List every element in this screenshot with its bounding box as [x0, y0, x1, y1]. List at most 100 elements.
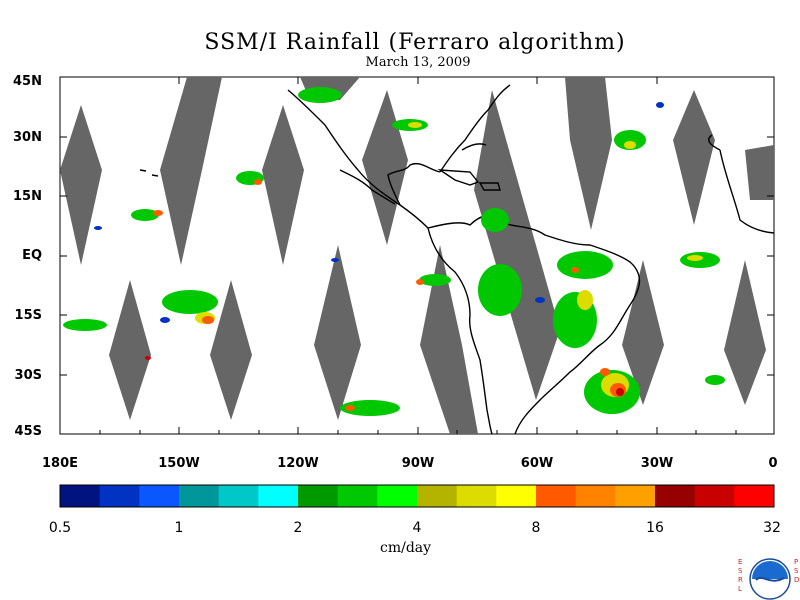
- rain-cell: [298, 87, 342, 103]
- lat-label-45s: 45S: [14, 424, 42, 439]
- rain-cell: [202, 316, 214, 324]
- coastline: [439, 84, 511, 173]
- lat-label-15n: 15N: [13, 189, 42, 204]
- colorbar-frame: [59, 484, 775, 508]
- coastlines: [139, 84, 775, 435]
- swath-gap: [420, 245, 478, 434]
- island-hawaii: [139, 169, 147, 172]
- colorbar-swatch: [179, 485, 220, 507]
- swath-gaps: [60, 77, 774, 434]
- coastline: [461, 143, 487, 151]
- colorbar-swatch: [218, 485, 259, 507]
- map-title: SSM/I Rainfall (Ferraro algorithm): [204, 30, 626, 55]
- swath-gap: [109, 280, 151, 420]
- lon-label-120w: 120W: [277, 456, 319, 471]
- rain-cell: [614, 130, 646, 150]
- colorbar-label: 4: [412, 520, 422, 536]
- rain-very-heavy: [145, 356, 624, 396]
- colorbar-swatch: [298, 485, 339, 507]
- island-cuba: [437, 169, 480, 186]
- colorbar-swatch: [655, 485, 696, 507]
- colorbar-swatch: [615, 485, 656, 507]
- lon-label-30w: 30W: [640, 456, 674, 471]
- rain-cell: [419, 274, 451, 286]
- swath-gap: [673, 90, 715, 225]
- swath-gap: [262, 105, 304, 265]
- swath-gap: [724, 260, 766, 405]
- coastline-africa: [719, 149, 775, 234]
- lon-label-180e: 180E: [41, 456, 79, 471]
- colorbar-swatch: [337, 485, 378, 507]
- coastline: [287, 89, 641, 435]
- rain-cell: [600, 368, 610, 376]
- lat-label-45n: 45N: [13, 74, 42, 89]
- noaa-seal-icon: [749, 558, 791, 600]
- rain-cell: [145, 356, 151, 360]
- swath-gap: [474, 90, 560, 400]
- colorbar-swatch: [139, 485, 180, 507]
- coastline: [427, 227, 493, 435]
- coastline-africa: [708, 134, 721, 151]
- rain-cells: [63, 87, 725, 416]
- swath-gap: [745, 145, 774, 200]
- lon-label-0: 0: [768, 456, 778, 471]
- colorbar-swatch: [536, 485, 577, 507]
- swath-gap: [622, 260, 664, 405]
- swath-gap: [565, 77, 612, 230]
- colorbar-swatch: [456, 485, 497, 507]
- colorbar-swatch: [575, 485, 616, 507]
- lat-label-eq: EQ: [22, 248, 42, 263]
- rain-cell: [481, 208, 509, 232]
- lat-label-30n: 30N: [13, 130, 42, 145]
- colorbar-swatch: [496, 485, 537, 507]
- colorbar: [60, 485, 775, 507]
- coastline: [339, 169, 396, 205]
- axis-ticks: [59, 77, 774, 434]
- lon-label-60w: 60W: [520, 456, 554, 471]
- colorbar-label: 0.5: [48, 520, 72, 536]
- rain-cell: [616, 388, 624, 396]
- rain-cell: [331, 258, 339, 262]
- rain-cell: [624, 141, 636, 149]
- rain-cell: [416, 279, 424, 285]
- colorbar-label: 32: [763, 520, 781, 536]
- rain-cell: [687, 255, 703, 261]
- rain-cell: [571, 267, 579, 273]
- rain-cell: [63, 319, 107, 331]
- map-date: March 13, 2009: [365, 55, 471, 70]
- rain-cell: [94, 226, 102, 230]
- lat-label-30s: 30S: [14, 368, 42, 383]
- rain-cell: [535, 297, 545, 303]
- island-hawaii: [151, 174, 159, 177]
- lon-label-150w: 150W: [158, 456, 200, 471]
- coastline: [387, 163, 441, 206]
- rain-cell: [478, 264, 522, 316]
- rain-cell: [345, 405, 355, 411]
- colorbar-units: cm/day: [380, 540, 432, 556]
- colorbar-swatch: [377, 485, 418, 507]
- swath-gap: [160, 77, 222, 265]
- rain-cell: [340, 400, 400, 416]
- swath-gap: [60, 105, 102, 265]
- rain-very-light: [94, 102, 664, 323]
- rain-cell: [153, 210, 163, 216]
- colorbar-swatch: [99, 485, 140, 507]
- swath-gap: [314, 245, 361, 420]
- rain-cell: [577, 290, 593, 310]
- lon-label-90w: 90W: [401, 456, 435, 471]
- colorbar-label: 16: [646, 520, 664, 536]
- rain-cell: [131, 209, 159, 221]
- rain-cell: [705, 375, 725, 385]
- rain-cell: [254, 179, 262, 185]
- rain-cell: [162, 290, 218, 314]
- map-frame: [59, 76, 775, 435]
- swath-gap: [210, 280, 252, 420]
- rain-cell: [656, 102, 664, 108]
- colorbar-swatch: [258, 485, 299, 507]
- colorbar-swatch: [417, 485, 458, 507]
- colorbar-swatch: [734, 485, 775, 507]
